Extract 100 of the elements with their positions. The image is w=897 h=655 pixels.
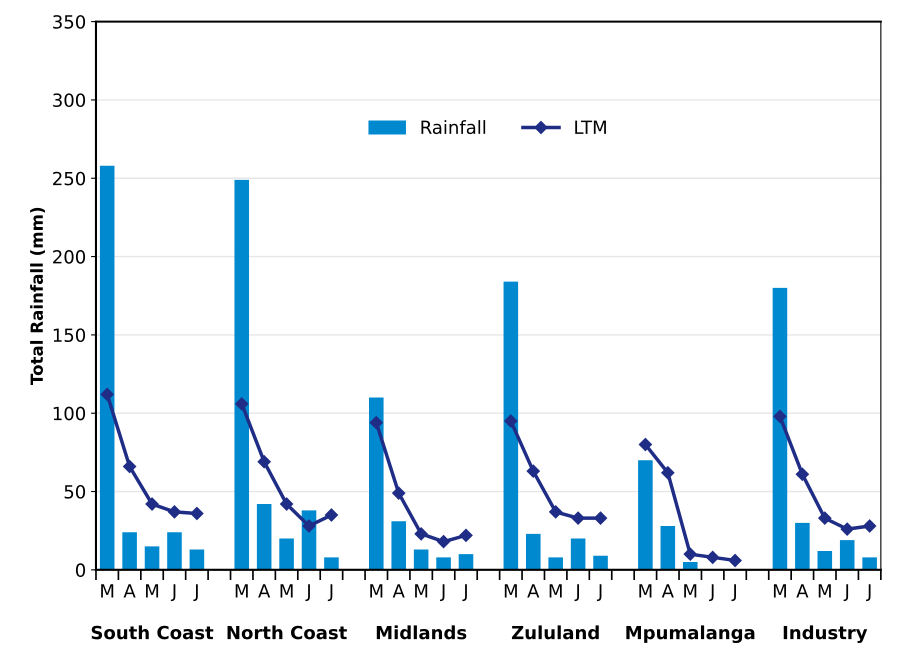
bar: [862, 557, 877, 570]
bar: [660, 526, 676, 570]
y-tick-label: 250: [53, 172, 86, 186]
point: [728, 554, 742, 568]
point: [840, 522, 854, 536]
x-tick-label: A: [124, 584, 136, 598]
text: South Coast: [92, 625, 214, 640]
point: [168, 505, 182, 518]
bar: [458, 554, 474, 570]
x-tick-label: M: [639, 584, 652, 598]
x-tick-label: J: [844, 584, 848, 602]
point: [370, 416, 383, 430]
point: [324, 508, 338, 522]
bar: [570, 538, 586, 570]
point: [706, 550, 720, 564]
point: [190, 506, 204, 520]
legend-label: LTM: [575, 120, 606, 134]
bar: [100, 166, 114, 570]
point: [235, 397, 248, 410]
x-tick-label: J: [574, 584, 580, 602]
bar: [144, 546, 160, 570]
x-tick-label: M: [818, 584, 831, 598]
point: [684, 548, 697, 561]
bar: [548, 557, 563, 570]
x-tick-label: M: [280, 584, 293, 598]
x-tick-label: M: [504, 584, 517, 598]
y-tick-label: 300: [53, 93, 86, 108]
x-tick-label: A: [796, 584, 808, 598]
x-tick-label: J: [731, 584, 736, 602]
x-tick-label: J: [596, 584, 602, 602]
x-tick-label: J: [709, 584, 714, 602]
bar: [795, 522, 810, 570]
point: [773, 410, 787, 423]
y-tick-label: 50: [64, 484, 86, 499]
x-tick-label: M: [774, 584, 786, 598]
point: [594, 512, 608, 525]
x-tick-label: J: [193, 584, 198, 602]
x-tick-label: M: [684, 584, 696, 598]
y-tick-label: 100: [54, 406, 86, 420]
x-tick-label: J: [866, 584, 871, 602]
text: Zululand: [512, 625, 599, 640]
point: [459, 528, 473, 542]
bar: [772, 288, 788, 570]
bar: [279, 538, 294, 570]
x-tick-label: A: [392, 584, 405, 598]
point: [302, 519, 316, 533]
point: [436, 535, 450, 548]
bar: [167, 532, 182, 570]
y-tick-label: 350: [53, 15, 86, 29]
legend-label: Rainfall: [421, 120, 486, 134]
bar: [369, 398, 384, 570]
x-tick-label: J: [328, 584, 332, 602]
y-tick-label: 150: [54, 328, 86, 342]
bar: [504, 282, 518, 570]
bar: [818, 551, 832, 570]
text: Mpumalanga: [626, 625, 754, 644]
point: [818, 512, 832, 525]
point: [504, 414, 518, 428]
x-tick-label: J: [170, 584, 176, 602]
x-tick-label: M: [415, 584, 428, 598]
bar: [840, 540, 855, 570]
point: [661, 466, 674, 480]
x-tick-label: M: [146, 584, 158, 598]
point: [100, 388, 114, 402]
bar: [256, 504, 272, 570]
y-axis-title: Total Rainfall (mm): [30, 208, 45, 385]
bar: [638, 460, 653, 570]
x-tick-label: A: [527, 584, 540, 598]
point: [796, 468, 809, 481]
point: [526, 464, 540, 478]
bar: [414, 549, 428, 570]
x-tick-label: M: [370, 584, 382, 598]
x-tick-label: A: [662, 584, 674, 598]
point: [123, 460, 136, 474]
bar: [526, 534, 541, 570]
point: [572, 512, 585, 525]
x-tick-label: J: [440, 584, 444, 602]
point: [863, 519, 876, 533]
text: North Coast: [228, 625, 347, 640]
bar: [436, 557, 451, 570]
bar: [391, 521, 406, 570]
bar: [190, 549, 204, 570]
x-tick-label: M: [101, 584, 114, 598]
x-tick-label: M: [550, 584, 562, 598]
point: [280, 497, 294, 511]
point: [258, 455, 271, 468]
text: Industry: [784, 625, 868, 644]
bar: [593, 556, 608, 570]
point: [145, 497, 159, 511]
x-tick-label: J: [305, 584, 310, 602]
x-tick-label: A: [258, 584, 270, 598]
point: [549, 505, 562, 518]
bar: [122, 532, 137, 570]
x-tick-label: J: [462, 584, 467, 602]
bar: [324, 557, 339, 570]
text: Midlands: [376, 625, 466, 640]
point: [414, 527, 428, 540]
y-tick-label: 200: [53, 250, 86, 264]
point: [638, 438, 652, 452]
y-tick-label: 0: [76, 563, 86, 577]
